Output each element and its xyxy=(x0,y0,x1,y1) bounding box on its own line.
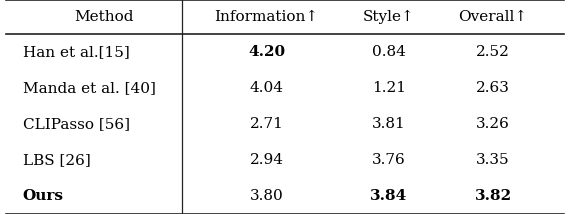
Text: Ours: Ours xyxy=(23,189,64,203)
Text: Manda et al. [40]: Manda et al. [40] xyxy=(23,81,156,95)
Text: 3.82: 3.82 xyxy=(474,189,512,203)
Text: Han et al.[15]: Han et al.[15] xyxy=(23,45,129,59)
Text: 0.84: 0.84 xyxy=(372,45,406,59)
Text: 2.63: 2.63 xyxy=(476,81,510,95)
Text: 1.21: 1.21 xyxy=(372,81,406,95)
Text: 3.84: 3.84 xyxy=(370,189,408,203)
Text: 3.26: 3.26 xyxy=(476,117,510,131)
Text: Information↑: Information↑ xyxy=(214,10,319,24)
Text: Method: Method xyxy=(74,10,134,24)
Text: LBS [26]: LBS [26] xyxy=(23,153,91,167)
Text: 4.04: 4.04 xyxy=(250,81,283,95)
Text: 3.80: 3.80 xyxy=(250,189,283,203)
Text: 2.94: 2.94 xyxy=(250,153,283,167)
Text: CLIPasso [56]: CLIPasso [56] xyxy=(23,117,130,131)
Text: Style↑: Style↑ xyxy=(363,10,415,24)
Text: Overall↑: Overall↑ xyxy=(458,10,528,24)
Text: 3.35: 3.35 xyxy=(477,153,510,167)
Text: 4.20: 4.20 xyxy=(248,45,285,59)
Text: 2.52: 2.52 xyxy=(476,45,510,59)
Text: 3.81: 3.81 xyxy=(372,117,406,131)
Text: 3.76: 3.76 xyxy=(372,153,406,167)
Text: 2.71: 2.71 xyxy=(250,117,283,131)
